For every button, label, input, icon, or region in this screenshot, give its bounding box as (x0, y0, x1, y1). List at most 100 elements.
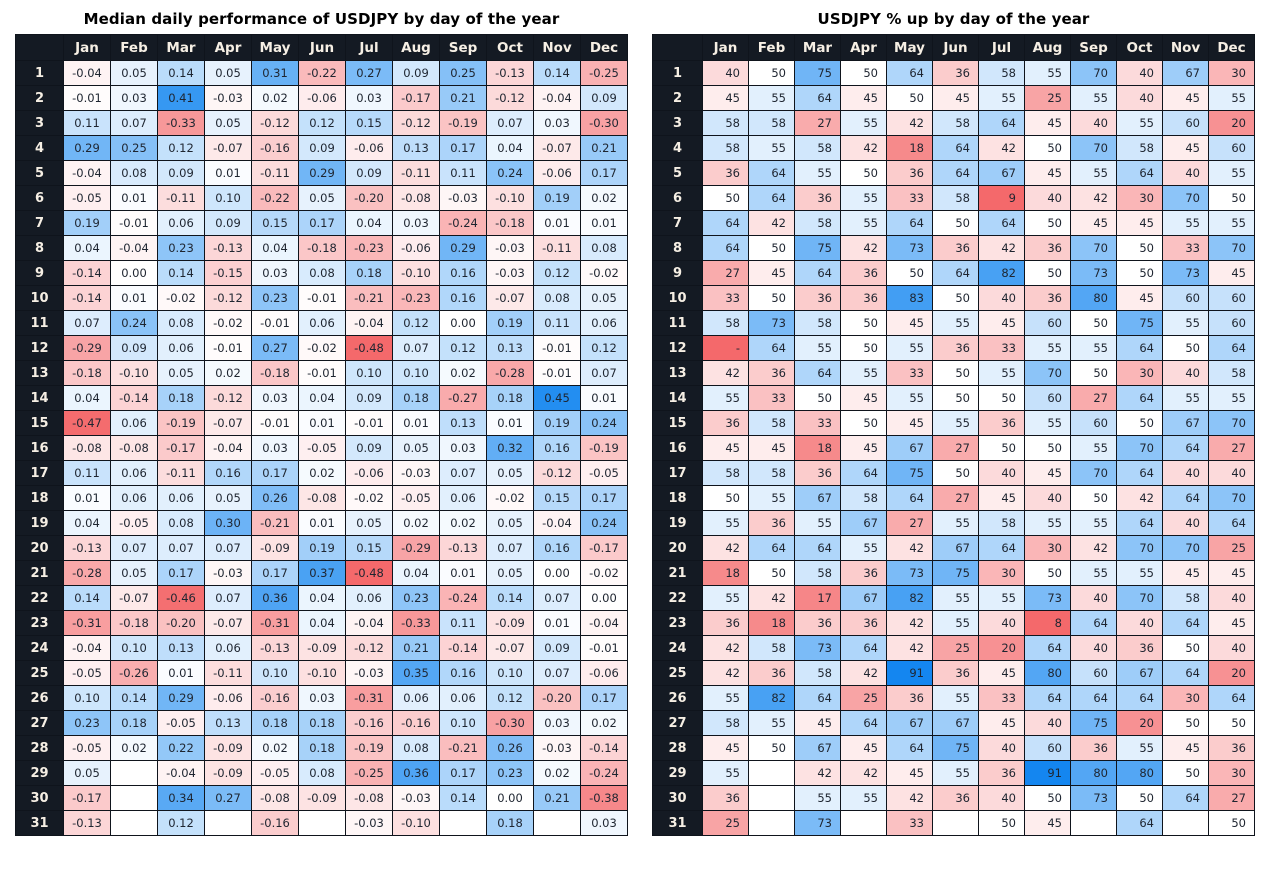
heatmap-cell: 40 (978, 285, 1025, 311)
row-label: 25 (15, 660, 64, 686)
heatmap-cell: -0.09 (486, 610, 534, 636)
heatmap-cell (840, 810, 887, 836)
heatmap-cell: 55 (748, 710, 795, 736)
heatmap-cell: -0.09 (298, 635, 346, 661)
heatmap-cell: 0.03 (298, 685, 346, 711)
heatmap-cell: 50 (1024, 210, 1071, 236)
median-performance-heatmap-table: Jan Feb Mar Apr May Jun Jul Aug Sep Oct Nov Dec 1 -0… (15, 34, 628, 836)
heatmap-cell: 50 (840, 160, 887, 186)
heatmap-cell: -0.01 (251, 310, 299, 336)
heatmap-cell: -0.09 (251, 535, 299, 561)
column-header-oct: Oct (1116, 34, 1163, 61)
heatmap-cell: -0.16 (251, 685, 299, 711)
heatmap-cell: 33 (886, 810, 933, 836)
heatmap-cell: 36 (702, 160, 749, 186)
heatmap-cell: -0.06 (392, 235, 440, 261)
heatmap-cell: 50 (748, 560, 795, 586)
heatmap-cell: 64 (1208, 685, 1255, 711)
heatmap-cell: 36 (840, 260, 887, 286)
heatmap-cell: 42 (886, 610, 933, 636)
heatmap-cell: -0.09 (298, 785, 346, 811)
heatmap-cell: -0.29 (392, 535, 440, 561)
heatmap-cell: 0.07 (110, 535, 158, 561)
heatmap-cell: 70 (1070, 460, 1117, 486)
heatmap-cell: 0.10 (439, 710, 487, 736)
heatmap-cell: 67 (886, 435, 933, 461)
heatmap-cell: 0.01 (439, 560, 487, 586)
heatmap-cell: -0.17 (580, 535, 628, 561)
heatmap-cell: -0.19 (157, 410, 205, 436)
page: Median daily performance of USDJPY by da… (15, 10, 1255, 836)
heatmap-cell: 64 (978, 535, 1025, 561)
heatmap-cell: 73 (748, 310, 795, 336)
heatmap-cell: 64 (794, 260, 841, 286)
heatmap-cell: 0.17 (580, 160, 628, 186)
heatmap-cell: 36 (978, 760, 1025, 786)
heatmap-cell: 45 (840, 385, 887, 411)
heatmap-cell: 0.07 (63, 310, 111, 336)
heatmap-cell: -0.02 (580, 260, 628, 286)
heatmap-cell: 40 (1116, 85, 1163, 111)
heatmap-cell: 0.12 (298, 110, 346, 136)
row-label: 22 (15, 585, 64, 611)
heatmap-cell: 55 (840, 360, 887, 386)
heatmap-cell: 64 (1162, 785, 1209, 811)
heatmap-cell: 50 (840, 335, 887, 361)
heatmap-cell: 64 (1116, 685, 1163, 711)
heatmap-cell: 0.00 (533, 560, 581, 586)
table-row: 13 42 36 64 55 33 50 55 70 50 30 40 58 (652, 360, 1255, 386)
heatmap-cell: 0.16 (439, 260, 487, 286)
heatmap-cell: 18 (748, 610, 795, 636)
heatmap-cell: 0.29 (439, 235, 487, 261)
table-row: 26 0.10 0.14 0.29 -0.06 -0.16 0.03 -0.31 0.06 0.0… (15, 685, 628, 711)
heatmap-cell: -0.46 (157, 585, 205, 611)
heatmap-cell: 0.11 (63, 110, 111, 136)
heatmap-cell: 0.05 (298, 185, 346, 211)
heatmap-cell: 40 (1162, 510, 1209, 536)
heatmap-cell: 42 (748, 210, 795, 236)
heatmap-cell: -0.11 (157, 460, 205, 486)
heatmap-cell (204, 810, 252, 836)
table-row: 4 0.29 0.25 0.12 -0.07 -0.16 0.09 -0.06 0.13 0.17… (15, 135, 628, 161)
heatmap-cell: 0.24 (580, 410, 628, 436)
heatmap-cell: 42 (702, 535, 749, 561)
heatmap-cell: -0.05 (298, 435, 346, 461)
heatmap-cell: 0.19 (486, 310, 534, 336)
heatmap-cell: 25 (840, 685, 887, 711)
heatmap-cell: 36 (886, 160, 933, 186)
row-label: 18 (15, 485, 64, 511)
heatmap-cell: 0.04 (345, 210, 393, 236)
row-label: 21 (15, 560, 64, 586)
row-label: 23 (652, 610, 703, 636)
heatmap-cell: 0.18 (486, 385, 534, 411)
heatmap-cell: -0.10 (392, 260, 440, 286)
heatmap-cell: 0.09 (298, 135, 346, 161)
heatmap-cell: -0.04 (110, 235, 158, 261)
heatmap-cell: 40 (1208, 635, 1255, 661)
heatmap-cell: 0.24 (580, 510, 628, 536)
heatmap-cell: -0.06 (345, 460, 393, 486)
column-header-feb: Feb (110, 34, 158, 61)
table-row: 31 -0.13 0.12 -0.16 -0.03 -0.10 0.18 0.03 (15, 810, 628, 836)
heatmap-cell: 0.29 (298, 160, 346, 186)
heatmap-cell: 0.18 (486, 810, 534, 836)
column-header-jun: Jun (298, 34, 346, 61)
column-header-may: May (251, 34, 299, 61)
heatmap-cell: 0.27 (204, 785, 252, 811)
heatmap-cell: -0.18 (486, 210, 534, 236)
heatmap-cell: 0.16 (533, 435, 581, 461)
heatmap-cell: 0.12 (392, 310, 440, 336)
heatmap-cell: 55 (932, 585, 979, 611)
heatmap-cell: 36 (932, 60, 979, 86)
heatmap-cell: 58 (978, 60, 1025, 86)
heatmap-cell: 0.01 (110, 285, 158, 311)
heatmap-cell: 55 (1208, 210, 1255, 236)
heatmap-cell: 55 (702, 585, 749, 611)
heatmap-cell: - (702, 335, 749, 361)
heatmap-cell: -0.30 (486, 710, 534, 736)
heatmap-cell: 40 (978, 735, 1025, 761)
heatmap-cell: 0.03 (439, 435, 487, 461)
heatmap-cell: -0.19 (580, 435, 628, 461)
heatmap-cell: 73 (794, 810, 841, 836)
heatmap-cell: 27 (886, 510, 933, 536)
